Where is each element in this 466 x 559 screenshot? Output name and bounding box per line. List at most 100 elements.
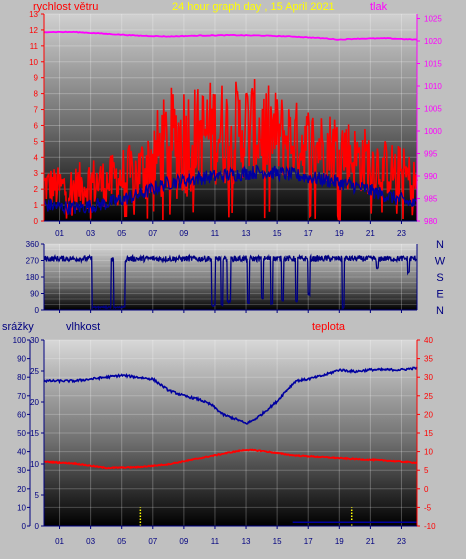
header-labels: rychlost větru 24 hour graph day , 15 Ap… (33, 1, 388, 13)
y-temperature-tick-label: 30 (424, 373, 433, 382)
direction-axes: 0 90 180 270 360 (26, 240, 418, 315)
compass-label: E (436, 289, 443, 301)
wind-series (43, 30, 418, 221)
y-left-tick-label: 6 (34, 121, 39, 130)
y-rain-tick-label: 90 (17, 355, 26, 364)
x-tick-label: 03 (86, 537, 95, 546)
x-tick-label: 03 (86, 229, 95, 238)
y-rain-tick-label: 100 (13, 336, 27, 345)
y-left-tick-label: 0 (34, 217, 39, 226)
humidity-line (43, 366, 418, 425)
y-left-tick-label: 270 (26, 257, 40, 266)
chart-title: 24 hour graph day , 15 April 2021 (172, 1, 335, 13)
temperature-label: teplota (312, 321, 346, 333)
y-left-tick-label: 0 (35, 306, 40, 315)
x-tick-label: 23 (397, 537, 406, 546)
y-right-tick-label: 1000 (424, 127, 442, 136)
humidity-gridlines (44, 339, 417, 527)
x-tick-label: 15 (273, 537, 282, 546)
x-tick-label: 05 (117, 537, 126, 546)
y-humidity-tick-label: 15 (30, 429, 39, 438)
y-rain-tick-label: 50 (17, 429, 26, 438)
y-temperature-tick-label: 5 (424, 466, 429, 475)
y-temperature-tick-label: 25 (424, 392, 433, 401)
y-rain-tick-label: 0 (22, 522, 27, 531)
x-tick-label: 17 (304, 229, 313, 238)
y-temperature-tick-label: 35 (424, 355, 433, 364)
x-tick-label: 11 (211, 537, 220, 546)
compass-label: S (436, 272, 443, 284)
y-left-tick-label: 13 (29, 10, 38, 19)
x-tick-label: 23 (397, 229, 406, 238)
y-rain-tick-label: 40 (17, 448, 26, 457)
y-temperature-tick-label: 10 (424, 448, 433, 457)
y-right-tick-label: 990 (424, 172, 438, 181)
y-humidity-tick-label: 30 (30, 336, 39, 345)
x-tick-label: 07 (148, 229, 157, 238)
x-tick-label: 01 (55, 537, 64, 546)
y-temperature-tick-label: 20 (424, 410, 433, 419)
y-right-tick-label: 1010 (424, 82, 442, 91)
y-rain-tick-label: 30 (17, 466, 26, 475)
y-right-tick-label: 1025 (424, 15, 442, 24)
x-tick-label: 19 (335, 537, 344, 546)
y-left-tick-label: 2 (34, 185, 39, 194)
y-left-tick-label: 3 (34, 169, 39, 178)
y-left-tick-label: 180 (26, 273, 40, 282)
y-humidity-tick-label: 20 (30, 398, 39, 407)
y-left-tick-label: 5 (34, 137, 39, 146)
y-rain-tick-label: 80 (17, 373, 26, 382)
y-left-tick-label: 12 (29, 26, 38, 35)
y-left-tick-label: 8 (34, 90, 39, 99)
y-left-tick-label: 11 (30, 42, 39, 51)
y-temperature-tick-label: -5 (424, 503, 432, 512)
x-tick-label: 01 (55, 229, 64, 238)
y-humidity-tick-label: 0 (35, 522, 40, 531)
x-tick-label: 09 (179, 537, 188, 546)
humidity-series (43, 366, 418, 526)
y-right-tick-label: 980 (424, 217, 438, 226)
y-rain-tick-label: 60 (17, 410, 26, 419)
y-rain-tick-label: 10 (17, 503, 26, 512)
y-left-tick-label: 360 (26, 240, 40, 249)
y-right-tick-label: 1020 (424, 37, 442, 46)
bottom-header-labels: srážky vlhkost teplota (2, 321, 346, 333)
y-humidity-tick-label: 5 (35, 491, 40, 500)
x-tick-label: 21 (366, 537, 375, 546)
wind-min-line (43, 164, 418, 216)
y-right-tick-label: 985 (424, 195, 438, 204)
compass-label: N (436, 239, 444, 251)
direction-series (43, 253, 418, 311)
x-tick-label: 19 (335, 229, 344, 238)
y-right-tick-label: 995 (424, 150, 438, 159)
x-tick-label: 13 (242, 229, 251, 238)
y-left-tick-label: 90 (30, 290, 39, 299)
pressure-label: tlak (370, 1, 388, 13)
x-tick-label: 17 (304, 537, 313, 546)
y-humidity-tick-label: 10 (30, 460, 39, 469)
y-left-tick-label: 7 (34, 106, 39, 115)
y-temperature-tick-label: -10 (424, 522, 436, 531)
pressure-line (43, 30, 418, 41)
y-temperature-tick-label: 0 (424, 485, 429, 494)
x-tick-label: 05 (117, 229, 126, 238)
y-temperature-tick-label: 15 (424, 429, 433, 438)
compass-label: W (435, 256, 446, 268)
x-tick-label: 21 (366, 229, 375, 238)
wind-direction-line (43, 253, 418, 311)
humidity-label: vlhkost (66, 321, 100, 333)
y-right-tick-label: 1015 (424, 60, 442, 69)
wind-speed-label: rychlost větru (33, 1, 98, 13)
wind-axes: 0123456789101112139809859909951000100510… (29, 10, 442, 238)
y-rain-tick-label: 20 (17, 485, 26, 494)
x-tick-label: 11 (211, 229, 220, 238)
rain-label: srážky (2, 321, 34, 333)
compass-label: N (436, 305, 444, 317)
y-left-tick-label: 1 (34, 201, 39, 210)
wind-speed-line (43, 78, 418, 221)
y-rain-tick-label: 70 (17, 392, 26, 401)
x-tick-label: 07 (148, 537, 157, 546)
